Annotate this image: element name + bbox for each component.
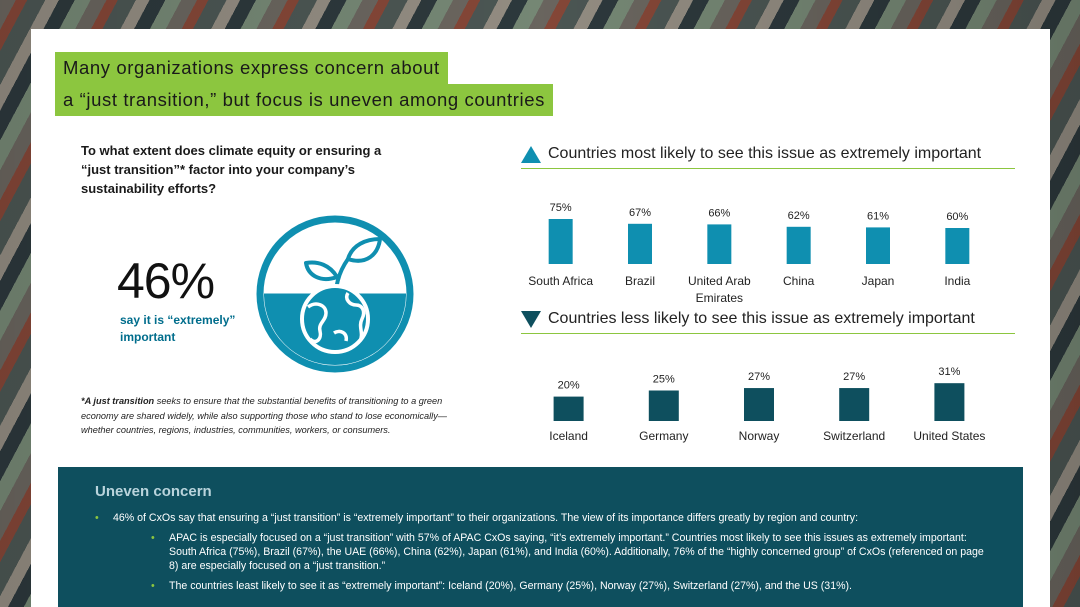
bar-iceland: [553, 396, 584, 421]
bar-value-label: 75%: [550, 202, 572, 214]
category-label: Norway: [739, 429, 780, 443]
headline-percent: 46%: [117, 253, 215, 309]
slide-title-line-1: Many organizations express concern about: [55, 52, 448, 84]
bar-value-label: 27%: [843, 371, 865, 383]
category-label: Germany: [639, 429, 688, 443]
bar-brazil: [628, 223, 652, 264]
category-label: India: [944, 274, 970, 288]
bar-united-arab-emirates: [707, 224, 732, 264]
chart-header-most-likely: Countries most likely to see this issue …: [521, 143, 1015, 169]
slide-title-line-2: a “just transition,” but focus is uneven…: [55, 84, 553, 116]
footnote-text: seeks to ensure that the substantial ben…: [81, 396, 447, 435]
summary-title: Uneven concern: [95, 483, 212, 500]
category-label: United Arab: [688, 274, 751, 288]
bar-value-label: 67%: [629, 207, 651, 219]
bar-value-label: 27%: [748, 371, 770, 383]
bar-chart-less-likely: 20% Iceland 25% Germany 27% Norway 27% Switzerl…: [549, 366, 985, 443]
category-label: Emirates: [696, 291, 743, 305]
category-label: South Africa: [528, 274, 593, 288]
bar-germany: [648, 390, 679, 421]
summary-panel: Uneven concern 46% of CxOs say that ensu…: [58, 467, 1023, 607]
category-label: Brazil: [625, 274, 655, 288]
bar-switzerland: [839, 388, 870, 421]
category-label: Switzerland: [823, 429, 885, 443]
chart-header-less-likely: Countries less likely to see this issue …: [521, 308, 1015, 334]
bar-value-label: 20%: [558, 380, 580, 392]
bar-japan: [866, 227, 890, 264]
bar-value-label: 61%: [867, 210, 889, 222]
summary-sub-bullet: APAC is especially focused on a “just tr…: [95, 531, 995, 573]
category-label: Japan: [862, 274, 895, 288]
up-triangle-icon: [521, 146, 541, 163]
bar-value-label: 31%: [938, 366, 960, 378]
bar-value-label: 60%: [946, 211, 968, 223]
slide: Many organizations express concern about…: [31, 29, 1050, 607]
down-triangle-icon: [521, 311, 541, 328]
summary-list: 46% of CxOs say that ensuring a “just tr…: [95, 511, 995, 599]
bar-value-label: 66%: [708, 207, 730, 219]
bar-china: [786, 226, 811, 264]
summary-bullet: 46% of CxOs say that ensuring a “just tr…: [95, 511, 995, 525]
globe-plant-icon: [256, 215, 414, 373]
footnote: *A just transition seeks to ensure that …: [81, 394, 466, 438]
bar-india: [945, 228, 970, 264]
bar-united-states: [934, 383, 965, 421]
category-label: China: [783, 274, 815, 288]
bar-norway: [744, 388, 774, 421]
bar-value-label: 25%: [653, 374, 675, 386]
category-label: United States: [913, 429, 985, 443]
chart-title-less-likely: Countries less likely to see this issue …: [548, 310, 975, 327]
bar-value-label: 62%: [788, 210, 810, 222]
category-label: Iceland: [549, 429, 588, 443]
chart-title-most-likely: Countries most likely to see this issue …: [548, 145, 982, 162]
footnote-lead: *A just transition: [81, 396, 155, 406]
headline-percent-label: say it is “extremely” important: [120, 313, 236, 344]
bar-chart-most-likely: 75% South Africa 67% Brazil 66% United Arab Em…: [528, 202, 970, 305]
survey-question: To what extent does climate equity or en…: [81, 143, 382, 196]
summary-sub-bullet: The countries least likely to see it as …: [95, 579, 995, 593]
bar-south-africa: [548, 219, 573, 264]
